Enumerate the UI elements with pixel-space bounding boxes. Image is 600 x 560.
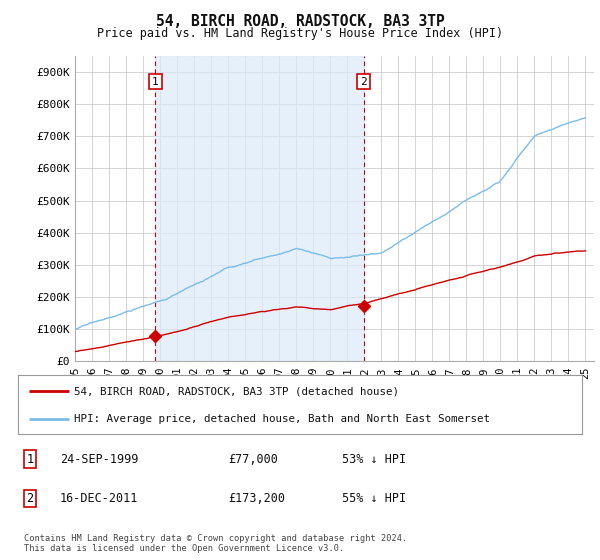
Text: 24-SEP-1999: 24-SEP-1999 — [60, 452, 139, 466]
Text: HPI: Average price, detached house, Bath and North East Somerset: HPI: Average price, detached house, Bath… — [74, 414, 490, 424]
Text: 54, BIRCH ROAD, RADSTOCK, BA3 3TP: 54, BIRCH ROAD, RADSTOCK, BA3 3TP — [155, 14, 445, 29]
Text: Price paid vs. HM Land Registry's House Price Index (HPI): Price paid vs. HM Land Registry's House … — [97, 27, 503, 40]
Bar — [155, 56, 364, 361]
Text: £173,200: £173,200 — [228, 492, 285, 505]
Text: £77,000: £77,000 — [228, 452, 278, 466]
Text: 54, BIRCH ROAD, RADSTOCK, BA3 3TP (detached house): 54, BIRCH ROAD, RADSTOCK, BA3 3TP (detac… — [74, 386, 400, 396]
Text: 2: 2 — [360, 77, 367, 87]
Text: 55% ↓ HPI: 55% ↓ HPI — [342, 492, 406, 505]
Text: 1: 1 — [152, 77, 159, 87]
Text: 53% ↓ HPI: 53% ↓ HPI — [342, 452, 406, 466]
Text: 1: 1 — [26, 452, 34, 466]
Text: 16-DEC-2011: 16-DEC-2011 — [60, 492, 139, 505]
Text: 2: 2 — [26, 492, 34, 505]
Text: Contains HM Land Registry data © Crown copyright and database right 2024.
This d: Contains HM Land Registry data © Crown c… — [24, 534, 407, 553]
